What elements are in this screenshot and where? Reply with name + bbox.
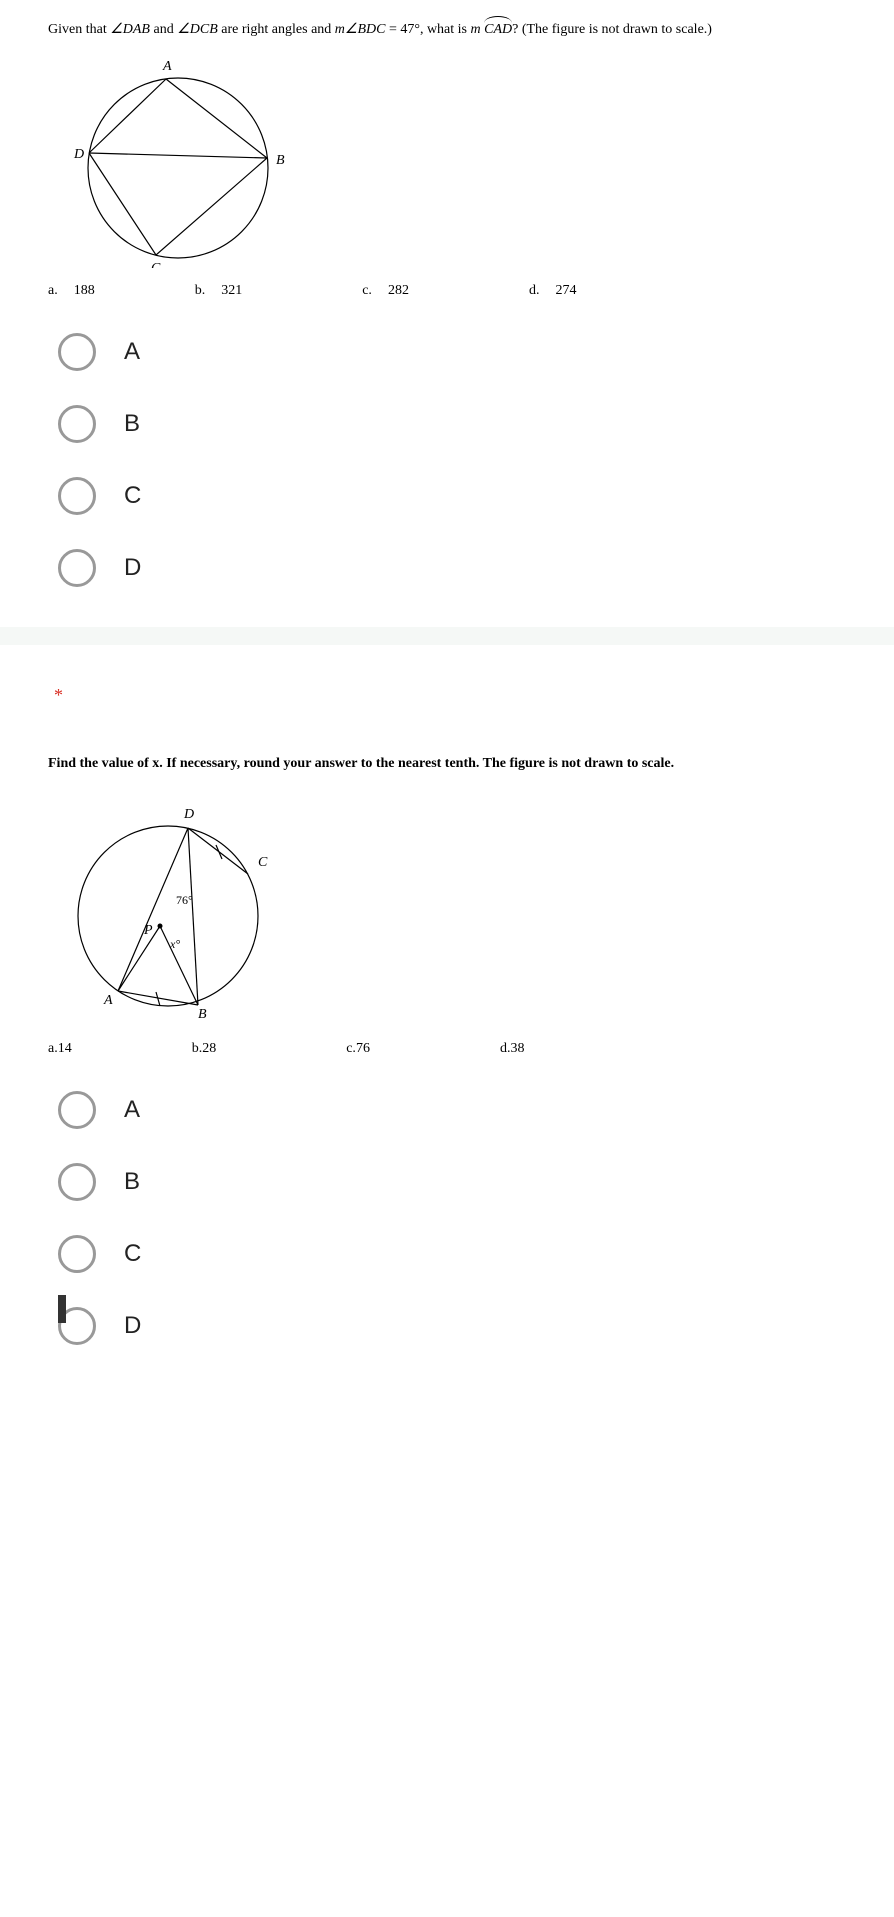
q1-b-letter: b. xyxy=(195,283,206,299)
q1-lbl-A: A xyxy=(162,59,172,74)
q2-b-val: 28 xyxy=(202,1041,216,1057)
q2-a-letter: a. xyxy=(48,1041,58,1057)
q1-lbl-C: C xyxy=(151,261,161,268)
q1-suffix: ? (The figure is not drawn to scale.) xyxy=(512,22,712,37)
q1-mid: are right angles and xyxy=(218,22,335,37)
q2-text: Find the value of x. If necessary, round… xyxy=(48,756,846,772)
q1-d-val: 274 xyxy=(555,283,576,299)
q1-figure: A B C D xyxy=(48,48,846,273)
q1-a-letter: a. xyxy=(48,283,58,299)
q1-radio-label-a: A xyxy=(124,338,140,366)
radio-icon[interactable] xyxy=(58,405,96,443)
q2-radio-label-d: D xyxy=(124,1312,141,1340)
q1-radio-option-b[interactable]: B xyxy=(58,405,846,443)
q2-radio-label-b: B xyxy=(124,1168,140,1196)
required-star: * xyxy=(54,685,846,706)
q1-lbl-D: D xyxy=(73,147,84,162)
q1-c-letter: c. xyxy=(362,283,372,299)
radio-icon[interactable] xyxy=(58,1091,96,1129)
q1-radio-option-d[interactable]: D xyxy=(58,549,846,587)
q2-radio-group: A B C D xyxy=(58,1091,846,1345)
q1-meas: m∠BDC xyxy=(335,22,386,37)
q2-d-val: 38 xyxy=(510,1041,524,1057)
q1-c-val: 282 xyxy=(388,283,409,299)
q2-d-letter: d. xyxy=(500,1041,511,1057)
radio-icon[interactable] xyxy=(58,333,96,371)
q2-b-letter: b. xyxy=(192,1041,203,1057)
radio-icon[interactable] xyxy=(58,477,96,515)
q2-radio-option-d[interactable]: D xyxy=(58,1307,846,1345)
q2-lbl-B: B xyxy=(198,1007,207,1022)
q1-angle2: ∠DCB xyxy=(177,22,218,37)
q2-lbl-D: D xyxy=(183,807,194,822)
q1-b-val: 321 xyxy=(221,283,242,299)
radio-icon[interactable] xyxy=(58,1235,96,1273)
q2-lbl-ang: 76° xyxy=(176,893,193,907)
q2-radio-option-b[interactable]: B xyxy=(58,1163,846,1201)
side-tab xyxy=(58,1295,66,1323)
q2-c-val: 76 xyxy=(356,1041,370,1057)
q1-lbl-B: B xyxy=(276,153,285,168)
q1-eq: = 47°, what is xyxy=(385,22,470,37)
q1-a-val: 188 xyxy=(74,283,95,299)
q1-mprefix: m xyxy=(471,22,485,37)
q1-arc: CAD xyxy=(484,20,512,40)
q1-svg: A B C D xyxy=(48,48,288,268)
q1-prefix: Given that xyxy=(48,22,110,37)
q2-c-letter: c. xyxy=(346,1041,356,1057)
q1-radio-label-c: C xyxy=(124,482,141,510)
q1-radio-label-d: D xyxy=(124,554,141,582)
q1-radio-option-c[interactable]: C xyxy=(58,477,846,515)
q2-lbl-x: x° xyxy=(169,937,180,951)
q2-svg: D C A B P 76° x° xyxy=(48,786,288,1026)
q1-answer-row: a. 188 b. 321 c. 282 d. 274 xyxy=(48,283,846,299)
q2-text-span: Find the value of x. If necessary, round… xyxy=(48,756,674,771)
q2-figure: D C A B P 76° x° xyxy=(48,786,846,1031)
radio-icon[interactable] xyxy=(58,1163,96,1201)
q2-lbl-A: A xyxy=(103,993,113,1008)
q2-radio-label-a: A xyxy=(124,1096,140,1124)
q1-radio-group: A B C D xyxy=(58,333,846,587)
q2-lbl-C: C xyxy=(258,855,268,870)
q1-and1: and xyxy=(150,22,177,37)
q2-a-val: 14 xyxy=(58,1041,72,1057)
question-separator xyxy=(0,627,894,645)
q1-radio-label-b: B xyxy=(124,410,140,438)
radio-icon[interactable] xyxy=(58,549,96,587)
q2-lbl-P: P xyxy=(143,923,153,938)
q1-radio-option-a[interactable]: A xyxy=(58,333,846,371)
q2-radio-option-c[interactable]: C xyxy=(58,1235,846,1273)
q1-angle1: ∠DAB xyxy=(110,22,150,37)
q1-text: Given that ∠DAB and ∠DCB are right angle… xyxy=(48,20,846,40)
q2-radio-label-c: C xyxy=(124,1240,141,1268)
q1-d-letter: d. xyxy=(529,283,540,299)
q2-answer-row: a.14 b.28 c.76 d.38 xyxy=(48,1041,846,1057)
q2-radio-option-a[interactable]: A xyxy=(58,1091,846,1129)
